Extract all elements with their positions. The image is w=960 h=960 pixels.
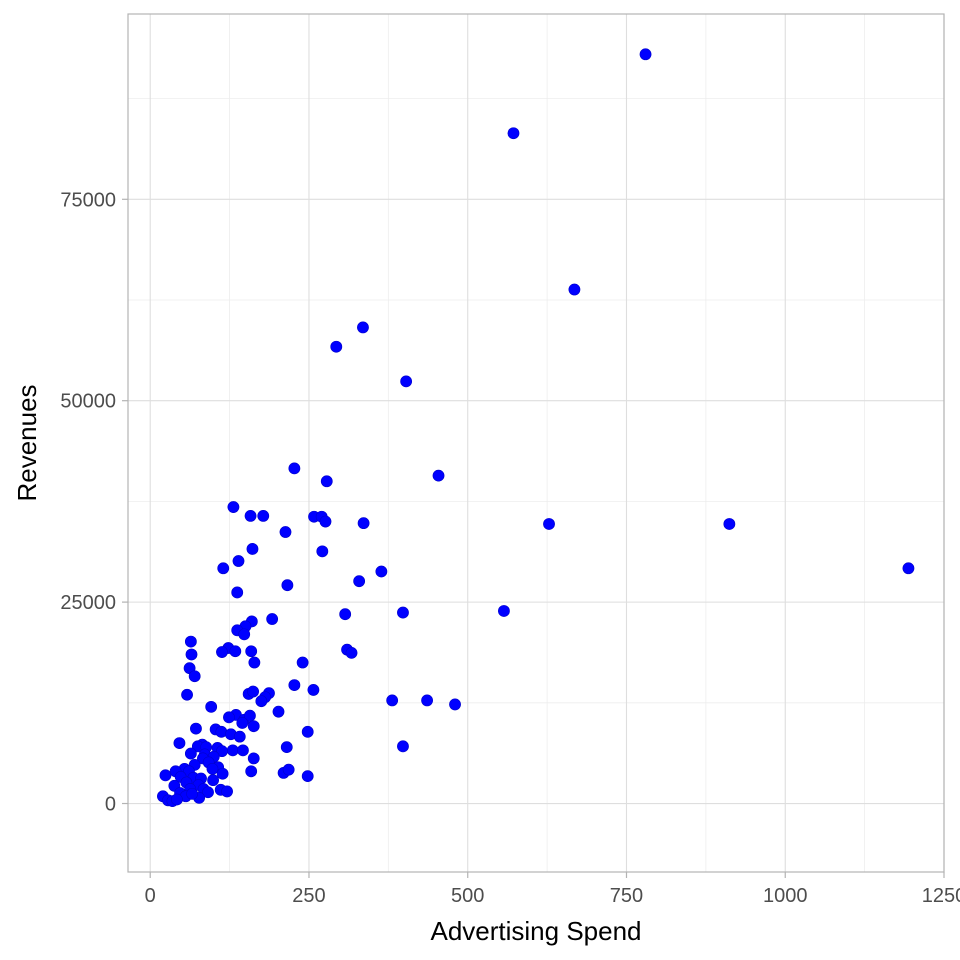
x-tick-label: 1000: [763, 885, 808, 907]
data-point: [233, 730, 246, 743]
data-point: [205, 700, 218, 713]
major-gridlines: [128, 14, 945, 872]
x-tick-label: 500: [451, 885, 484, 907]
data-point: [272, 705, 285, 718]
data-point: [280, 741, 293, 754]
data-point: [543, 518, 555, 530]
data-point: [319, 515, 332, 528]
data-point: [498, 605, 510, 617]
data-point: [216, 767, 229, 780]
data-point: [247, 685, 259, 698]
data-point: [244, 709, 256, 722]
data-point: [236, 717, 249, 729]
data-point: [229, 645, 242, 658]
data-point: [375, 565, 388, 578]
data-point: [216, 745, 228, 758]
data-point: [159, 769, 172, 782]
data-point: [173, 737, 186, 749]
data-point: [320, 475, 333, 488]
data-point: [232, 555, 245, 567]
data-point: [301, 770, 314, 783]
x-axis-title: Advertising Spend: [430, 916, 641, 946]
data-point: [246, 543, 259, 555]
data-point: [237, 744, 249, 757]
data-point: [507, 127, 520, 140]
data-point: [288, 679, 301, 691]
data-point: [281, 579, 294, 592]
data-point: [279, 526, 292, 538]
data-point: [257, 510, 270, 522]
data-point: [221, 785, 233, 798]
data-point: [207, 774, 219, 787]
data-point: [397, 740, 409, 753]
data-point: [247, 720, 260, 733]
data-point: [245, 645, 258, 658]
data-point: [247, 752, 260, 765]
data-point: [357, 321, 369, 334]
data-point: [421, 694, 433, 707]
data-point: [190, 722, 202, 735]
data-point: [188, 670, 201, 683]
data-point: [345, 646, 358, 659]
data-point: [432, 469, 445, 482]
data-point: [296, 656, 309, 669]
data-point: [357, 517, 370, 530]
data-point: [238, 628, 251, 641]
x-tick-label: 250: [292, 885, 325, 907]
data-point: [248, 656, 261, 669]
y-tick-label: 0: [105, 794, 116, 816]
data-point: [330, 340, 343, 353]
data-point: [181, 688, 193, 701]
data-point: [307, 684, 320, 696]
data-point: [206, 762, 219, 775]
data-point: [339, 608, 352, 621]
data-point: [288, 462, 301, 475]
data-point: [244, 510, 257, 522]
y-tick-label: 50000: [60, 391, 116, 413]
data-point: [170, 793, 183, 806]
data-point: [255, 695, 268, 708]
y-axis-ticks: 0 25000 50000 75000: [60, 189, 128, 816]
data-point: [245, 765, 258, 778]
data-point: [316, 545, 329, 558]
y-tick-label: 25000: [60, 592, 116, 614]
data-point: [386, 694, 399, 707]
data-point: [449, 698, 461, 711]
x-tick-label: 0: [145, 885, 156, 907]
data-point: [353, 575, 366, 588]
data-point: [723, 518, 736, 530]
data-point: [226, 744, 239, 757]
data-point: [184, 635, 197, 648]
data-point: [217, 562, 230, 575]
panel-border: [127, 13, 945, 873]
data-point: [185, 648, 198, 661]
x-tick-label: 750: [610, 885, 643, 907]
data-point: [301, 725, 314, 738]
data-point: [397, 606, 409, 619]
data-point: [400, 375, 413, 388]
data-point: [216, 646, 228, 658]
data-point: [186, 787, 199, 800]
data-point: [184, 747, 197, 760]
y-axis-title: Revenues: [12, 384, 42, 501]
data-point: [902, 562, 915, 575]
data-point: [223, 711, 235, 724]
data-points: [157, 48, 915, 808]
y-tick-label: 75000: [60, 189, 116, 211]
data-point: [282, 763, 295, 776]
data-point: [227, 501, 240, 513]
data-point: [266, 613, 279, 625]
data-point: [639, 48, 652, 61]
data-point: [568, 283, 581, 296]
data-point: [231, 586, 244, 599]
data-point: [202, 786, 214, 799]
